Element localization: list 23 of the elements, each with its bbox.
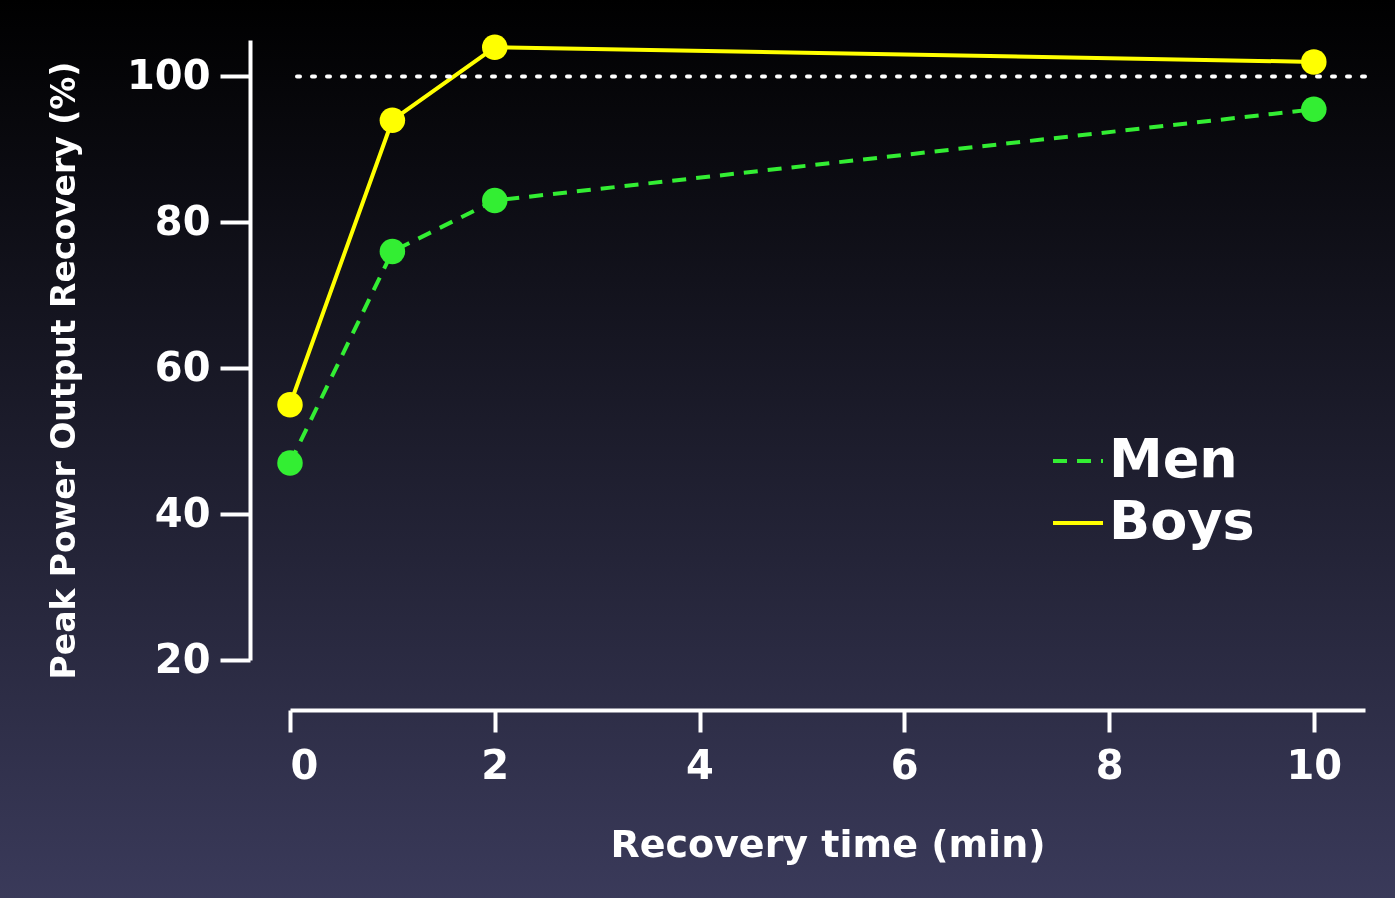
y-tick-label: 80 bbox=[154, 197, 211, 244]
y-axis-title: Peak Power Output Recovery (%) bbox=[44, 61, 83, 680]
point bbox=[482, 34, 508, 61]
point bbox=[277, 450, 303, 476]
y-tick-label: 60 bbox=[154, 343, 211, 390]
x-tick-label: 10 bbox=[1286, 741, 1343, 788]
point bbox=[1301, 49, 1327, 75]
x-axis-title: Recovery time (min) bbox=[610, 821, 1046, 866]
x-tick-label: 2 bbox=[481, 741, 510, 788]
point bbox=[482, 187, 508, 214]
point bbox=[379, 107, 406, 133]
y-tick-label: 100 bbox=[127, 51, 211, 98]
x-tick-label: 6 bbox=[890, 741, 919, 788]
point bbox=[1301, 96, 1327, 123]
x-tick-label: 0 bbox=[290, 741, 319, 788]
x-tick-label: 8 bbox=[1095, 741, 1124, 788]
point bbox=[277, 391, 303, 418]
y-tick-label: 40 bbox=[154, 489, 211, 536]
point bbox=[379, 238, 406, 265]
legend-label: Men bbox=[1109, 427, 1238, 490]
x-tick-label: 4 bbox=[686, 741, 714, 788]
legend-label: Boys bbox=[1109, 489, 1255, 552]
y-tick-label: 20 bbox=[154, 635, 211, 682]
